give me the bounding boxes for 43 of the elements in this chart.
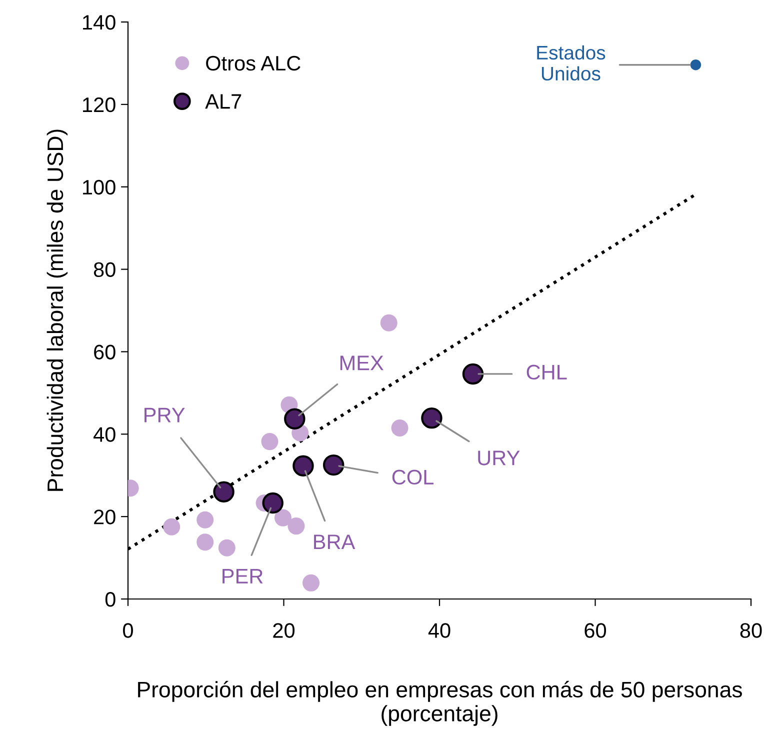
x-tick-label: 80: [740, 623, 762, 638]
point: [391, 419, 408, 436]
annotation: PER: [222, 569, 263, 584]
point: [213, 481, 234, 502]
point: [196, 511, 214, 528]
point: [261, 433, 278, 450]
point: [421, 407, 442, 429]
point: [302, 574, 320, 592]
x-tick-label: 60: [584, 623, 606, 638]
annotation: MEX: [340, 356, 384, 370]
annotation: PRY: [144, 408, 185, 422]
y-tick-label: 140: [83, 15, 116, 30]
x-tick-label: 0: [123, 623, 133, 638]
x-tick-label: 40: [428, 623, 450, 638]
point: [292, 455, 314, 476]
y-tick-label: 60: [94, 344, 116, 360]
point: [380, 314, 398, 332]
point: [690, 59, 702, 70]
annotation: CHL: [526, 364, 567, 380]
point: [196, 534, 214, 551]
point: [322, 454, 344, 476]
annotation: COL: [392, 470, 434, 485]
y-tick-label: 100: [83, 180, 116, 195]
point: [462, 363, 484, 385]
annotation: URY: [478, 450, 520, 466]
y-tick-label: 0: [105, 592, 116, 607]
y-tick-label: 80: [94, 262, 116, 278]
x-tick-label: 20: [273, 623, 295, 638]
y-axis-title: Productividad laboral (miles de USD): [46, 130, 68, 491]
point: [284, 408, 306, 430]
y-tick-label: 40: [94, 427, 116, 442]
x-axis-title: Proporción del empleo en empresas con más de 50 personas (porcentaje): [138, 680, 742, 726]
y-tick-label: 20: [94, 510, 116, 524]
annotation: BRA: [314, 534, 356, 550]
point: [218, 539, 236, 556]
annotation: Estados Unidos: [537, 45, 606, 81]
point: [163, 518, 180, 536]
point: [262, 492, 284, 514]
point: [274, 509, 292, 526]
legend-label: Otros ALC: [206, 56, 300, 71]
legend-label: AL7: [205, 94, 242, 109]
y-tick-label: 120: [83, 97, 116, 112]
point: [288, 518, 305, 535]
